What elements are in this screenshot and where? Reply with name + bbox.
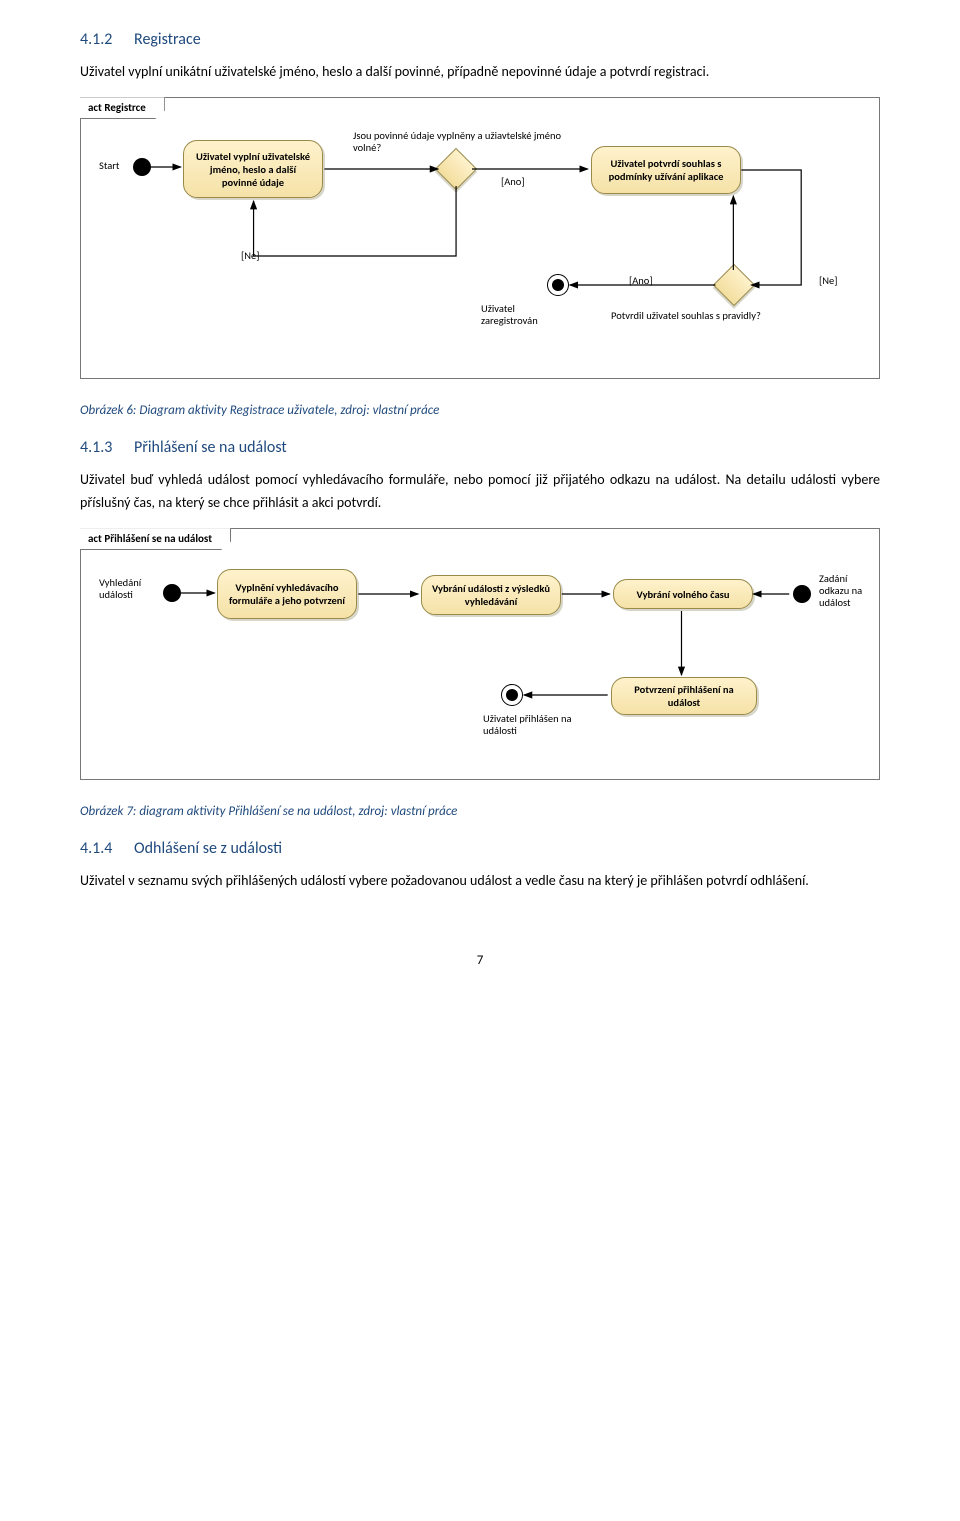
- start-label: Vyhledání události: [99, 577, 159, 601]
- heading-412: 4.1.2 Registrace: [80, 30, 880, 49]
- activity-fill-form: Uživatel vyplní uživatelské jméno, heslo…: [183, 140, 323, 198]
- caption-7: Obrázek 7: diagram aktivity Přihlášení s…: [80, 804, 880, 819]
- guard-ne2: [Ne]: [819, 275, 837, 287]
- initial-node: [133, 158, 151, 176]
- initial-node-2: [163, 584, 181, 602]
- activity-search-form: Vyplnění vyhledávacího formuláře a jeho …: [217, 569, 357, 619]
- heading-title: Odhlášení se z události: [134, 839, 282, 858]
- guard-ano2: [Ano]: [629, 275, 653, 287]
- body-412: Uživatel vyplní unikátní uživatelské jmé…: [80, 61, 880, 83]
- guard-question: Jsou povinné údaje vyplněny a užiavtelsk…: [353, 130, 583, 154]
- caption-6: Obrázek 6: Diagram aktivity Registrace u…: [80, 403, 880, 418]
- arrows-2: [81, 529, 879, 779]
- body-414: Uživatel v seznamu svých přihlášených ud…: [80, 870, 880, 892]
- heading-413: 4.1.3 Přihlášení se na událost: [80, 438, 880, 457]
- start-label: Start: [99, 160, 119, 172]
- heading-num: 4.1.3: [80, 438, 112, 457]
- final-node-2: [501, 684, 523, 706]
- heading-num: 4.1.2: [80, 30, 112, 49]
- heading-title: Registrace: [134, 30, 201, 49]
- heading-num: 4.1.4: [80, 839, 112, 858]
- final-label: Uživatel zaregistrován: [481, 303, 571, 327]
- activity-confirm: Potvrzení přihlášení na událost: [611, 677, 757, 715]
- initial-node-alt: [793, 585, 811, 603]
- heading-414: 4.1.4 Odhlášení se z události: [80, 839, 880, 858]
- activity-pick-event: Vybrání události z výsledků vyhledávání: [421, 575, 561, 615]
- guard-ne1: [Ne]: [241, 250, 259, 262]
- alt-start-label: Zadání odkazu na událost: [819, 573, 879, 609]
- activity-pick-time: Vybrání volného času: [613, 579, 753, 609]
- decision-confirmed: [713, 264, 755, 306]
- activity-confirm-terms: Uživatel potvrdí souhlas s podmínky užív…: [591, 146, 741, 194]
- diagram-prihlaseni: act Přihlášení se na událost Vyhledání u…: [80, 528, 880, 780]
- final-node: [547, 274, 569, 296]
- guard-question2: Potvrdil uživatel souhlas s pravidly?: [611, 310, 821, 322]
- guard-ano1: [Ano]: [501, 176, 525, 188]
- heading-title: Přihlášení se na událost: [134, 438, 287, 457]
- body-413: Uživatel buď vyhledá událost pomocí vyhl…: [80, 469, 880, 514]
- page-number: 7: [80, 953, 880, 968]
- diagram-registrace: act Registrce Start Uživatel vyplní uživ…: [80, 97, 880, 379]
- decision-valid: [435, 148, 477, 190]
- final-label-2: Uživatel přihlášen na události: [483, 713, 573, 737]
